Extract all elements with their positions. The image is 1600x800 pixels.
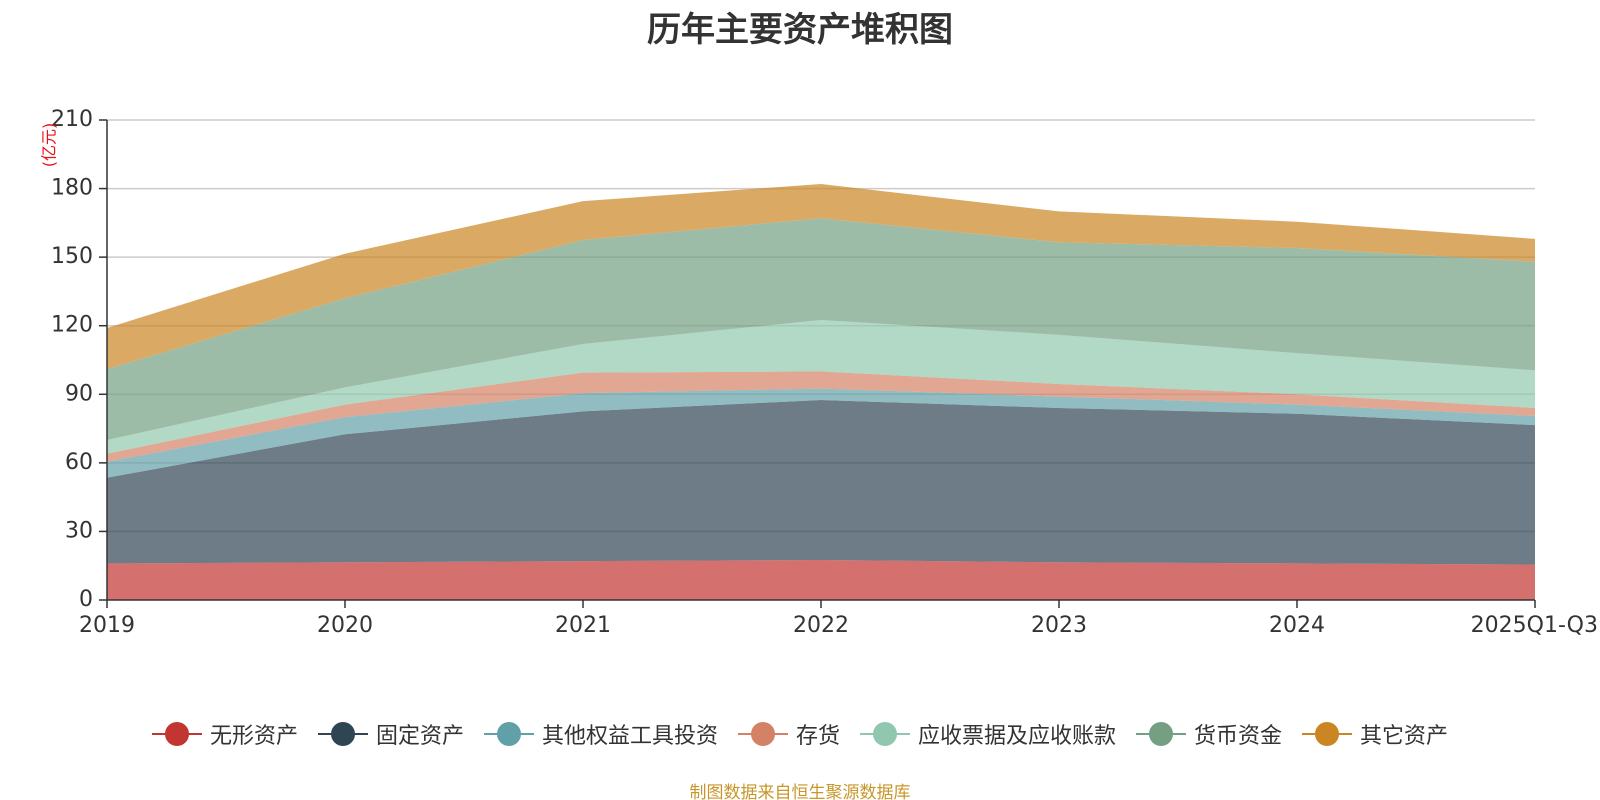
x-tick-label-0: 2019 <box>79 613 135 638</box>
legend-item-6[interactable]: 其它资产 <box>1302 718 1448 750</box>
x-tick-label-6: 2025Q1-Q3 <box>1471 613 1598 638</box>
legend-item-5[interactable]: 货币资金 <box>1136 718 1282 750</box>
y-tick-label-1: 30 <box>65 518 93 543</box>
legend-item-3[interactable]: 存货 <box>737 718 840 750</box>
x-tick-label-3: 2022 <box>793 613 849 638</box>
y-tick-label-3: 90 <box>65 381 93 406</box>
legend-label: 其它资产 <box>1360 724 1449 749</box>
y-tick-label-5: 150 <box>51 244 93 269</box>
x-tick-label-4: 2023 <box>1031 613 1087 638</box>
legend-label: 货币资金 <box>1194 724 1283 749</box>
y-tick-label-6: 180 <box>51 176 93 201</box>
legend-label: 其他权益工具投资 <box>541 724 718 749</box>
x-tick-label-1: 2020 <box>317 613 373 638</box>
legend-symbol-icon <box>860 721 910 747</box>
legend-label: 应收票据及应收账款 <box>918 724 1117 749</box>
y-tick-label-4: 120 <box>51 313 93 338</box>
legend-item-4[interactable]: 应收票据及应收账款 <box>860 718 1116 750</box>
legend-symbol-icon <box>483 721 534 747</box>
area-series-4[interactable] <box>107 320 1535 454</box>
legend-symbol-icon <box>317 721 368 747</box>
y-tick-label-2: 60 <box>65 450 93 475</box>
x-tick-label-2: 2021 <box>555 613 611 638</box>
legend-symbol-icon <box>737 721 788 747</box>
area-series-1[interactable] <box>107 400 1535 565</box>
legend-item-0[interactable]: 无形资产 <box>151 718 298 750</box>
area-series-5[interactable] <box>107 218 1535 440</box>
area-series-6[interactable] <box>107 184 1535 370</box>
legend-symbol-icon <box>151 721 202 747</box>
legend-item-2[interactable]: 其他权益工具投资 <box>483 718 718 750</box>
legend-label: 存货 <box>795 724 840 749</box>
y-axis-unit-label: (亿元) <box>40 123 59 168</box>
area-series-2[interactable] <box>107 388 1535 478</box>
legend-label: 无形资产 <box>209 724 298 749</box>
legend-symbol-icon <box>1136 721 1187 747</box>
x-tick-label-5: 2024 <box>1269 613 1325 638</box>
legend-label: 固定资产 <box>375 724 464 749</box>
legend-item-1[interactable]: 固定资产 <box>317 718 464 750</box>
legend-symbol-icon <box>1302 721 1353 747</box>
y-tick-label-0: 0 <box>79 587 93 612</box>
chart-legend: 无形资产 固定资产 其他权益工具投资 存货 应收票据及应收账款 货币资金 其它资产 <box>0 718 1600 750</box>
area-series-3[interactable] <box>107 371 1535 462</box>
area-series-0[interactable] <box>107 560 1535 600</box>
source-note: 制图数据来自恒生聚源数据库 <box>689 783 911 800</box>
y-tick-label-7: 210 <box>51 107 93 132</box>
chart-plot: 0 30 60 90 120 150 180 210 2019 2020 2021 2022 2023 2… <box>40 107 1599 638</box>
chart-title: 历年主要资产堆积图 <box>647 10 953 50</box>
